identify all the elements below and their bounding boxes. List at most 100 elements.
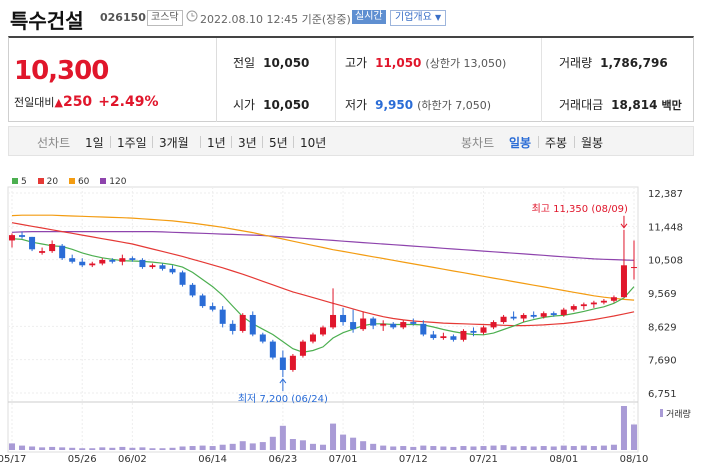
volume-label: 거래량 <box>559 56 593 70</box>
volume-bar <box>510 446 517 450</box>
volume-bar <box>289 439 296 450</box>
divider <box>231 136 232 148</box>
candle-body <box>580 304 587 307</box>
candle-body <box>189 284 196 296</box>
candle-body <box>620 265 627 298</box>
volume-bar <box>560 445 567 450</box>
tab-1w[interactable]: 1주일 <box>117 136 147 150</box>
volume-bar <box>229 443 236 450</box>
volume-bar <box>410 446 417 450</box>
tab-10y[interactable]: 10년 <box>300 136 327 150</box>
volume-bar <box>29 446 36 450</box>
candle-body <box>179 272 186 285</box>
market-badge: 코스닥 <box>147 10 183 26</box>
prev-close: 전일 10,050 <box>233 54 309 71</box>
candle-body <box>470 330 477 333</box>
candle-body <box>209 306 216 310</box>
volume-bar <box>440 446 447 450</box>
change-label: 전일대비 <box>14 96 55 109</box>
volume-bar <box>430 446 437 450</box>
trade-value-amount: 18,814 <box>611 98 658 112</box>
candle-body <box>480 327 487 333</box>
low-annotation: 최저 7,200 (06/24) <box>238 393 328 405</box>
high-label: 고가 <box>345 56 368 70</box>
candle-body <box>420 323 427 335</box>
timestamp: 2022.08.10 12:45 기준(장중) <box>200 13 351 26</box>
volume-bar <box>420 445 427 450</box>
x-tick-label: 08/10 <box>620 454 649 465</box>
divider <box>335 38 336 122</box>
realtime-badge[interactable]: 실시간 <box>352 10 386 24</box>
divider <box>538 136 539 148</box>
candle-body <box>239 314 246 331</box>
volume-bar <box>259 442 266 450</box>
volume-bar <box>119 446 126 450</box>
x-tick-label: 05/17 <box>0 454 26 465</box>
candle-body <box>400 322 407 328</box>
volume: 거래량 1,786,796 <box>559 54 668 71</box>
candle-body <box>119 258 126 262</box>
candle-chart-label: 봉차트 <box>461 136 495 150</box>
legend-label: 120 <box>109 177 127 187</box>
trade-value-label: 거래대금 <box>559 98 604 112</box>
tab-monthly[interactable]: 월봉 <box>581 136 604 150</box>
candle-body <box>19 235 26 237</box>
ma120-line <box>11 230 635 261</box>
tab-5y[interactable]: 5년 <box>269 136 288 150</box>
chart-legend: 5 20 60 120 <box>12 177 134 187</box>
open-label: 시가 <box>233 98 256 112</box>
candle-body <box>59 245 66 259</box>
candle-body <box>520 314 527 319</box>
divider <box>293 136 294 148</box>
volume-bar <box>149 448 156 450</box>
candle-body <box>149 265 156 268</box>
volume-bar <box>69 447 76 450</box>
stock-code: 026150 <box>100 11 146 24</box>
legend-label: 5 <box>21 177 27 187</box>
candle-body <box>279 357 286 370</box>
volume-bar <box>500 445 507 450</box>
high-value: 11,050 <box>375 56 422 70</box>
candle-body <box>8 235 16 241</box>
volume-bar <box>480 446 487 450</box>
current-price-box: 10,300 전일대비▲250 +2.49% <box>9 38 217 122</box>
candle-body <box>99 259 106 264</box>
candle-body <box>570 306 577 310</box>
candle-body <box>159 265 166 269</box>
volume-bar <box>209 446 216 450</box>
candle-body <box>89 263 96 266</box>
candle-body <box>610 297 617 301</box>
divider <box>110 136 111 148</box>
tab-3m[interactable]: 3개월 <box>159 136 189 150</box>
candle-body <box>340 314 347 323</box>
volume-bar <box>159 448 166 450</box>
y-tick-label: 10,508 <box>648 256 683 267</box>
volume-bar <box>400 446 407 450</box>
volume-bar <box>460 446 467 450</box>
company-overview-button[interactable]: 기업개요 ▼ <box>390 10 447 26</box>
volume-bar <box>490 445 497 450</box>
legend-ma20: 20 <box>37 177 58 187</box>
divider <box>574 136 575 148</box>
candle-body <box>319 327 327 335</box>
up-arrow-icon: ▲ <box>54 96 63 109</box>
candle-body <box>410 322 417 324</box>
tab-3y[interactable]: 3년 <box>238 136 257 150</box>
x-tick-label: 06/02 <box>118 454 147 465</box>
volume-bar <box>370 443 377 450</box>
ma20-line <box>11 222 635 327</box>
volume-bar <box>630 424 638 450</box>
candle-body <box>380 323 387 326</box>
candle-body <box>490 322 497 328</box>
candle-body <box>309 334 316 342</box>
candle-body <box>299 341 306 356</box>
tab-1d[interactable]: 1일 <box>85 136 104 150</box>
tab-weekly[interactable]: 주봉 <box>545 136 568 150</box>
volume-bar <box>279 425 286 450</box>
change-percent: +2.49% <box>98 94 159 110</box>
tab-1y[interactable]: 1년 <box>207 136 226 150</box>
tab-daily[interactable]: 일봉 <box>509 136 532 150</box>
price-chart[interactable]: 12,387 11,448 10,508 9,569 8,629 7,690 6,751 05… <box>0 170 702 471</box>
legend-label: 60 <box>77 177 90 187</box>
ma60-line <box>11 214 635 301</box>
